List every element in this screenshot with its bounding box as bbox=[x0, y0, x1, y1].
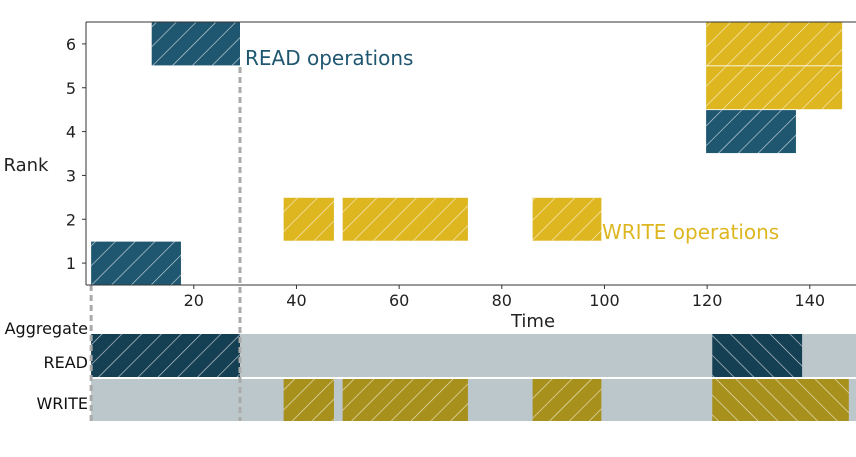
x-tick-label-20: 20 bbox=[184, 291, 204, 310]
y-tick-label-1: 1 bbox=[66, 254, 76, 273]
write-operation-bar-rank-5-hatch bbox=[706, 66, 843, 110]
main-axes bbox=[85, 21, 856, 286]
x-axis-label: Time bbox=[510, 311, 555, 332]
read-operation-bar-rank-6-hatch bbox=[151, 22, 240, 66]
x-tick-label-100: 100 bbox=[589, 291, 620, 310]
write-operation-bar-rank-2-hatch bbox=[532, 197, 602, 241]
y-tick-label-4: 4 bbox=[66, 123, 76, 142]
operation-bars-layer bbox=[91, 22, 849, 421]
x-tick-label-60: 60 bbox=[389, 291, 409, 310]
write-operation-bar-rank-2-hatch bbox=[283, 197, 334, 241]
guide-lines-layer bbox=[89, 67, 242, 421]
x-tick-label-120: 120 bbox=[692, 291, 723, 310]
aggregate-read-interval-1-hatch bbox=[91, 334, 240, 377]
x-tick-label-140: 140 bbox=[795, 291, 826, 310]
aggregate-title: Aggregate bbox=[5, 319, 88, 338]
x-tick-label-80: 80 bbox=[492, 291, 512, 310]
aggregate-write-interval-3-hatch bbox=[532, 379, 602, 421]
aggregate-read-interval-2-hatch bbox=[712, 334, 803, 377]
read-operations-annotation: READ operations bbox=[245, 46, 413, 70]
aggregate-write-label: WRITE bbox=[36, 394, 88, 413]
write-operation-bar-rank-6-hatch bbox=[706, 22, 843, 66]
write-operations-annotation: WRITE operations bbox=[602, 220, 779, 244]
y-tick-label-6: 6 bbox=[66, 35, 76, 54]
aggregate-write-interval-2-hatch bbox=[342, 379, 468, 421]
y-tick-label-5: 5 bbox=[66, 79, 76, 98]
y-axis-label: Rank bbox=[4, 155, 50, 176]
read-operation-bar-rank-4-hatch bbox=[706, 110, 796, 154]
tick-labels-layer: 20 40 60 80 100 120 140 1 2 3 4 5 6 bbox=[66, 35, 825, 310]
write-operation-bar-rank-2-hatch bbox=[342, 197, 468, 241]
aggregate-read-label: READ bbox=[44, 353, 89, 372]
y-tick-label-3: 3 bbox=[66, 166, 76, 185]
aggregate-write-interval-1-hatch bbox=[283, 379, 334, 421]
aggregate-write-interval-4-hatch bbox=[712, 379, 849, 421]
x-tick-label-40: 40 bbox=[286, 291, 306, 310]
read-operation-bar-rank-1-hatch bbox=[91, 241, 181, 285]
y-tick-label-2: 2 bbox=[66, 210, 76, 229]
